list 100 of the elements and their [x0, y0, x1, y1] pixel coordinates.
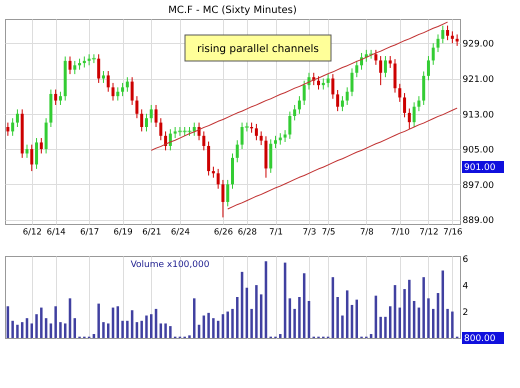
bar	[169, 326, 172, 338]
bar	[97, 304, 100, 338]
candlestick	[340, 96, 344, 112]
candlestick	[408, 108, 411, 130]
bar	[356, 300, 358, 338]
bar	[188, 335, 191, 338]
candlestick	[350, 68, 354, 97]
bar	[350, 304, 354, 338]
candlestick	[25, 144, 28, 158]
candlestick	[379, 56, 382, 86]
candlestick	[16, 108, 19, 128]
bar	[308, 300, 310, 338]
bar	[40, 308, 43, 338]
bar	[30, 323, 34, 338]
candlestick	[40, 138, 43, 154]
candlestick	[288, 111, 292, 140]
candlestick	[154, 104, 158, 128]
candlestick	[293, 104, 296, 121]
bar	[44, 318, 48, 338]
bar	[20, 322, 24, 338]
candlestick	[403, 92, 406, 118]
chart-title: MC.F - MC (Sixty Minutes)	[168, 5, 297, 16]
line-series	[150, 22, 448, 151]
y-tick-label: 897.00	[462, 180, 494, 191]
bar	[202, 316, 206, 338]
bar	[388, 306, 392, 338]
y-tick-label: 929.00	[462, 40, 494, 50]
bar	[422, 277, 425, 338]
candlestick	[274, 135, 278, 149]
bar	[442, 270, 444, 338]
bar	[341, 316, 344, 338]
candlestick	[30, 144, 34, 172]
bar	[64, 323, 66, 338]
bar	[130, 310, 134, 338]
y-tick-label: 913.00	[462, 110, 494, 120]
y-tick-label: 889.00	[462, 216, 494, 226]
candlestick	[441, 25, 444, 44]
candlestick	[412, 102, 416, 128]
bar	[164, 323, 167, 338]
candlestick	[260, 130, 263, 146]
bar	[288, 298, 292, 338]
bar	[16, 324, 19, 338]
candlestick	[374, 49, 378, 66]
candlestick	[68, 56, 72, 75]
candlestick	[35, 138, 38, 170]
y-axis-title: Volume x100,000	[130, 260, 210, 270]
bar	[346, 290, 348, 338]
bar	[394, 285, 396, 338]
x-tick-label: 6/17	[80, 228, 100, 238]
bar	[216, 320, 220, 338]
x-tick-label: 7/10	[390, 228, 410, 238]
bar	[236, 297, 239, 338]
candlestick	[102, 70, 105, 84]
x-tick-label: 6/24	[170, 228, 190, 238]
candlestick	[336, 89, 340, 112]
candlestick	[216, 168, 220, 190]
bar	[298, 297, 301, 338]
bar	[74, 318, 76, 338]
bar	[68, 298, 72, 338]
candlestick	[346, 86, 349, 106]
bar	[332, 277, 334, 338]
candlestick	[388, 56, 392, 68]
candlestick	[130, 76, 134, 106]
candlestick	[302, 80, 306, 106]
candlestick	[278, 132, 282, 146]
bar	[293, 308, 296, 338]
bar	[11, 320, 14, 338]
candlestick	[284, 130, 287, 142]
candlestick	[226, 179, 230, 207]
bar	[370, 334, 372, 338]
bar	[403, 289, 406, 338]
x-tick-label: 7/1	[269, 228, 283, 238]
candlestick	[355, 60, 358, 78]
line-series	[227, 108, 458, 210]
candlestick	[97, 54, 100, 84]
candlestick	[436, 34, 440, 53]
bar	[54, 306, 57, 338]
bar	[418, 308, 420, 338]
bar	[255, 285, 258, 338]
bar	[260, 294, 262, 338]
bar	[412, 300, 416, 338]
bar	[121, 320, 124, 338]
x-tick-label: 6/21	[142, 228, 162, 238]
candlestick	[58, 91, 62, 106]
bar	[336, 297, 339, 338]
candlestick	[121, 82, 124, 97]
x-tick-label: 7/12	[419, 228, 439, 238]
candlestick	[236, 140, 239, 163]
bar	[436, 293, 440, 338]
bar	[384, 316, 387, 338]
x-tick-label: 7/3	[302, 228, 316, 238]
bar	[284, 262, 286, 338]
bar	[432, 308, 434, 338]
bar	[379, 316, 382, 338]
bar	[207, 312, 210, 338]
bar	[150, 314, 152, 338]
bar	[231, 308, 234, 338]
candlestick	[78, 58, 82, 70]
bar	[246, 288, 248, 338]
y-tick-label: 921.00	[462, 75, 494, 86]
